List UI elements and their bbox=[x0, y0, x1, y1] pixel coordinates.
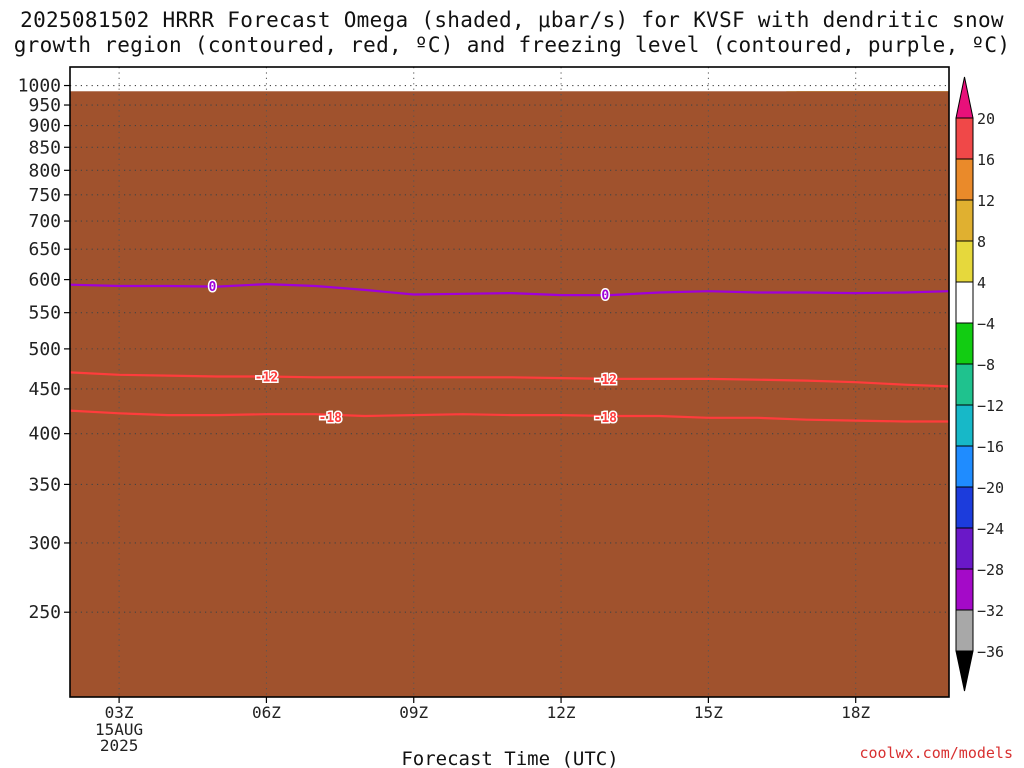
colorbar-label: 20 bbox=[977, 110, 995, 128]
y-tick-label: 600 bbox=[28, 270, 61, 291]
colorbar-box bbox=[955, 363, 974, 406]
contour-label--18: -18 bbox=[319, 411, 343, 426]
y-tick-label: 850 bbox=[28, 137, 61, 158]
colorbar-bottom-arrow bbox=[955, 650, 974, 692]
y-tick-label: 1000 bbox=[18, 76, 61, 97]
colorbar-label: −12 bbox=[977, 397, 1004, 415]
colorbar-box bbox=[955, 609, 974, 652]
y-tick-label: 950 bbox=[28, 95, 61, 116]
colorbar-box bbox=[955, 568, 974, 611]
y-tick-label: 300 bbox=[28, 533, 61, 554]
colorbar-box bbox=[955, 158, 974, 201]
y-tick-label: 500 bbox=[28, 339, 61, 360]
colorbar-label: −36 bbox=[977, 643, 1004, 661]
x-tick-sublabel: 2025 bbox=[100, 736, 139, 755]
colorbar-label: 4 bbox=[977, 274, 986, 292]
x-tick-label: 06Z bbox=[252, 703, 281, 722]
temperature-contours: -18 -18 -12 -12 0 0 bbox=[70, 278, 949, 427]
contour-label--12: -12 bbox=[594, 373, 617, 388]
y-tick-label: 350 bbox=[28, 474, 61, 495]
colorbar-label: 8 bbox=[977, 233, 986, 251]
colorbar-label: 16 bbox=[977, 151, 995, 169]
colorbar-label: −16 bbox=[977, 438, 1004, 456]
colorbar-label: 12 bbox=[977, 192, 995, 210]
colorbar-label: −28 bbox=[977, 561, 1004, 579]
colorbar-box bbox=[955, 486, 974, 529]
ground-layer bbox=[70, 91, 949, 697]
colorbar-box bbox=[955, 445, 974, 488]
colorbar: 20 16 12 8 4 −4 −8 −12 −16 −20 −24 −28 −32 −36 bbox=[955, 76, 1004, 692]
y-tick-label: 800 bbox=[28, 160, 61, 181]
y-tick-label: 750 bbox=[28, 185, 61, 206]
colorbar-label: −20 bbox=[977, 479, 1004, 497]
contour-label-0: 0 bbox=[208, 280, 216, 295]
colorbar-label: −24 bbox=[977, 520, 1004, 538]
colorbar-top-arrow bbox=[955, 76, 974, 119]
colorbar-box bbox=[955, 117, 974, 160]
x-tick-label: 15Z bbox=[694, 703, 723, 722]
plot-frame bbox=[69, 66, 950, 698]
contour-line--18 bbox=[70, 409, 949, 423]
x-tick-label: 18Z bbox=[841, 703, 870, 722]
ground-fill bbox=[70, 91, 949, 697]
axes: 2503003504004505005506006507007508008509… bbox=[18, 66, 950, 755]
credit-text: coolwx.com/models bbox=[859, 744, 1013, 762]
chart-title-line-2: growth region (contoured, red, ºC) and f… bbox=[13, 33, 1011, 57]
colorbar-box bbox=[955, 527, 974, 570]
chart-title-line-1: 2025081502 HRRR Forecast Omega (shaded, … bbox=[20, 8, 1004, 32]
y-tick-label: 450 bbox=[28, 379, 61, 400]
grid-lines bbox=[70, 67, 949, 697]
y-tick-label: 900 bbox=[28, 116, 61, 137]
colorbar-box bbox=[955, 281, 974, 324]
colorbar-label: −8 bbox=[977, 356, 995, 374]
colorbar-box bbox=[955, 199, 974, 242]
contour-line-0 bbox=[70, 282, 949, 297]
x-axis-label: Forecast Time (UTC) bbox=[401, 748, 618, 768]
contour-line--12 bbox=[70, 371, 949, 388]
y-tick-label: 400 bbox=[28, 424, 61, 445]
colorbar-box bbox=[955, 322, 974, 365]
colorbar-box bbox=[955, 240, 974, 283]
colorbar-label: −32 bbox=[977, 602, 1004, 620]
y-tick-label: 700 bbox=[28, 211, 61, 232]
contour-label--12: -12 bbox=[255, 370, 278, 385]
x-tick-label: 03Z bbox=[105, 703, 134, 722]
contour-label--18: -18 bbox=[594, 411, 618, 426]
x-tick-label: 09Z bbox=[399, 703, 428, 722]
y-tick-label: 250 bbox=[28, 602, 61, 623]
y-tick-label: 550 bbox=[28, 303, 61, 324]
x-tick-label: 12Z bbox=[547, 703, 576, 722]
x-tick-sublabel: 15AUG bbox=[95, 720, 143, 739]
y-tick-label: 650 bbox=[28, 239, 61, 260]
colorbar-box bbox=[955, 404, 974, 447]
contour-label-0: 0 bbox=[601, 288, 609, 303]
colorbar-label: −4 bbox=[977, 315, 995, 333]
